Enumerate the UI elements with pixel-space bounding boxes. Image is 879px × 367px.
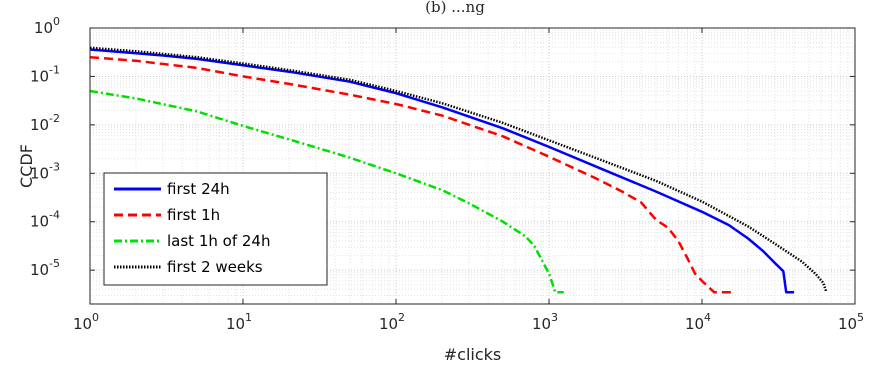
- x-tick-label: 101: [226, 311, 252, 333]
- legend-label: first 2 weeks: [167, 258, 263, 276]
- x-tick-label: 100: [73, 311, 99, 333]
- x-axis-title: #clicks: [444, 345, 502, 364]
- x-tick-label: 102: [379, 311, 405, 333]
- legend-label: first 24h: [167, 180, 230, 198]
- x-tick-label: 105: [838, 311, 864, 333]
- legend-label: first 1h: [167, 206, 220, 224]
- series-line-1: [89, 55, 734, 294]
- series-line-2: [89, 89, 564, 294]
- plot-frame: [89, 27, 856, 305]
- grid-lines: [89, 28, 855, 305]
- y-tick-label: 10-1: [30, 63, 60, 85]
- legend: first 24h first 1h last 1h of 24h first 2 w…: [103, 172, 328, 286]
- y-tick-label: 10-3: [30, 160, 60, 182]
- x-tick-label: 104: [685, 311, 711, 333]
- series-line-3: [89, 46, 828, 293]
- y-tick-label: 10-4: [30, 209, 60, 231]
- x-tick-label: 103: [532, 311, 558, 333]
- legend-label: last 1h of 24h: [167, 232, 270, 250]
- y-axis-title: CCDF: [17, 144, 36, 188]
- chart-title: (b) ...ng: [425, 0, 485, 16]
- axis-ticks: 100 101 102 103 104 105 100 10-1 10-2 10-3 10-4 10-…: [30, 15, 864, 333]
- y-tick-label: 10-2: [30, 112, 60, 134]
- series-layer: [89, 46, 828, 294]
- y-tick-label: 10-5: [30, 257, 60, 279]
- y-tick-label: 100: [34, 15, 60, 37]
- series-line-0: [89, 48, 795, 294]
